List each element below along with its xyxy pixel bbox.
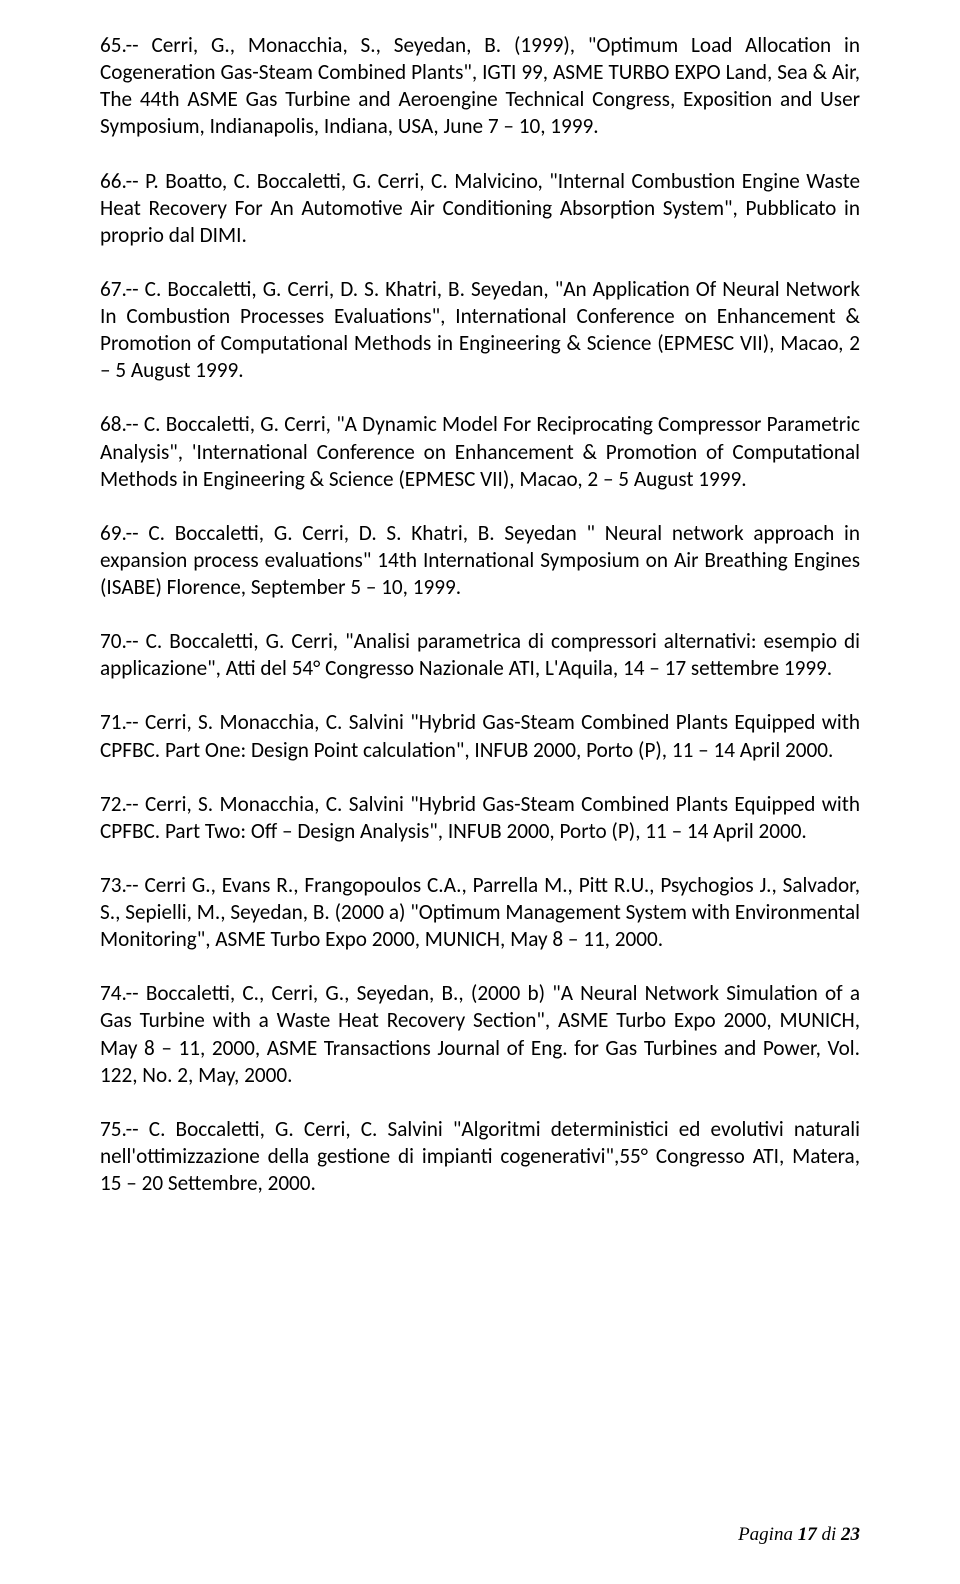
bibliography-entry: 73.-- Cerri G., Evans R., Frangopoulos C… — [100, 872, 860, 953]
bibliography-entry: 72.-- Cerri, S. Monacchia, C. Salvini "H… — [100, 791, 860, 845]
page-footer: Pagina 17 di 23 — [738, 1524, 860, 1546]
bibliography-entry: 75.-- C. Boccaletti, G. Cerri, C. Salvin… — [100, 1116, 860, 1197]
bibliography-entry: 70.-- C. Boccaletti, G. Cerri, "Analisi … — [100, 628, 860, 682]
footer-current-page: 17 — [798, 1524, 817, 1545]
footer-prefix: Pagina — [738, 1524, 798, 1545]
footer-sep: di — [817, 1524, 841, 1545]
bibliography-entry: 68.-- C. Boccaletti, G. Cerri, "A Dynami… — [100, 411, 860, 492]
bibliography-entry: 67.-- C. Boccaletti, G. Cerri, D. S. Kha… — [100, 276, 860, 385]
bibliography-entry: 74.-- Boccaletti, C., Cerri, G., Seyedan… — [100, 980, 860, 1089]
bibliography-entry: 69.-- C. Boccaletti, G. Cerri, D. S. Kha… — [100, 520, 860, 601]
footer-total-pages: 23 — [841, 1524, 860, 1545]
bibliography-entry: 66.-- P. Boatto, C. Boccaletti, G. Cerri… — [100, 168, 860, 249]
bibliography-entry: 65.-- Cerri, G., Monacchia, S., Seyedan,… — [100, 32, 860, 141]
page-container: 65.-- Cerri, G., Monacchia, S., Seyedan,… — [0, 0, 960, 1584]
bibliography-entry: 71.-- Cerri, S. Monacchia, C. Salvini "H… — [100, 709, 860, 763]
